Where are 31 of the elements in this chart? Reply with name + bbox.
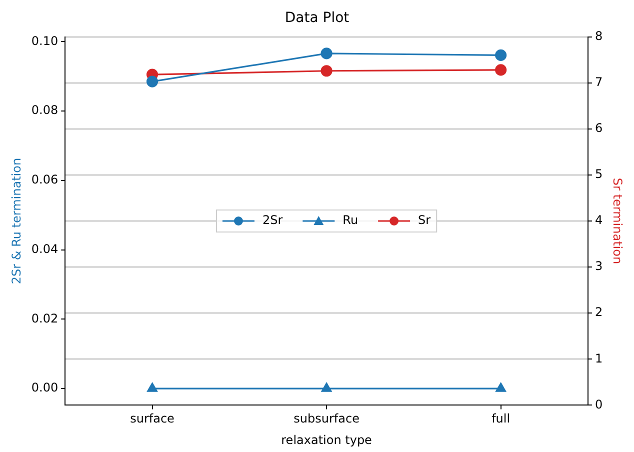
y2-tick-label: 0 — [594, 397, 603, 412]
chart-title: Data Plot — [284, 10, 350, 26]
point — [321, 382, 332, 392]
y-tick-label: 0.02 — [31, 311, 58, 326]
y2-tick-label: 1 — [594, 351, 603, 366]
y2-tick-label: 3 — [594, 259, 603, 274]
x-axis-title: relaxation type — [281, 432, 372, 447]
legend-label: Sr — [418, 213, 431, 228]
y2-tick-label: 2 — [594, 305, 603, 320]
x-tick-label: surface — [130, 412, 174, 426]
point — [496, 382, 506, 392]
x-tick-label: subsurface — [294, 412, 360, 426]
y2-axis-title: Sr termination — [610, 178, 625, 264]
legend-label: Ru — [342, 213, 358, 228]
point — [146, 76, 158, 88]
y2-tick-label: 8 — [594, 28, 603, 43]
y2-tick-label: 6 — [594, 121, 603, 136]
y-tick-label: 0.10 — [31, 34, 58, 48]
y2-tick-label: 4 — [594, 213, 603, 228]
point — [147, 382, 158, 392]
y-tick-label: 0.06 — [31, 172, 58, 187]
x-tick-label: full — [492, 412, 510, 426]
point — [495, 49, 507, 61]
legend-label: 2Sr — [262, 213, 283, 228]
y2-tick-label: 7 — [594, 74, 603, 89]
y-tick-label: 0.08 — [31, 103, 58, 118]
y-tick-label: 0.00 — [31, 380, 58, 395]
y-tick-label: 0.04 — [31, 242, 58, 256]
y2-tick-label: 5 — [594, 167, 603, 182]
y-axis-title: 2Sr & Ru termination — [9, 158, 24, 284]
point — [320, 48, 332, 60]
